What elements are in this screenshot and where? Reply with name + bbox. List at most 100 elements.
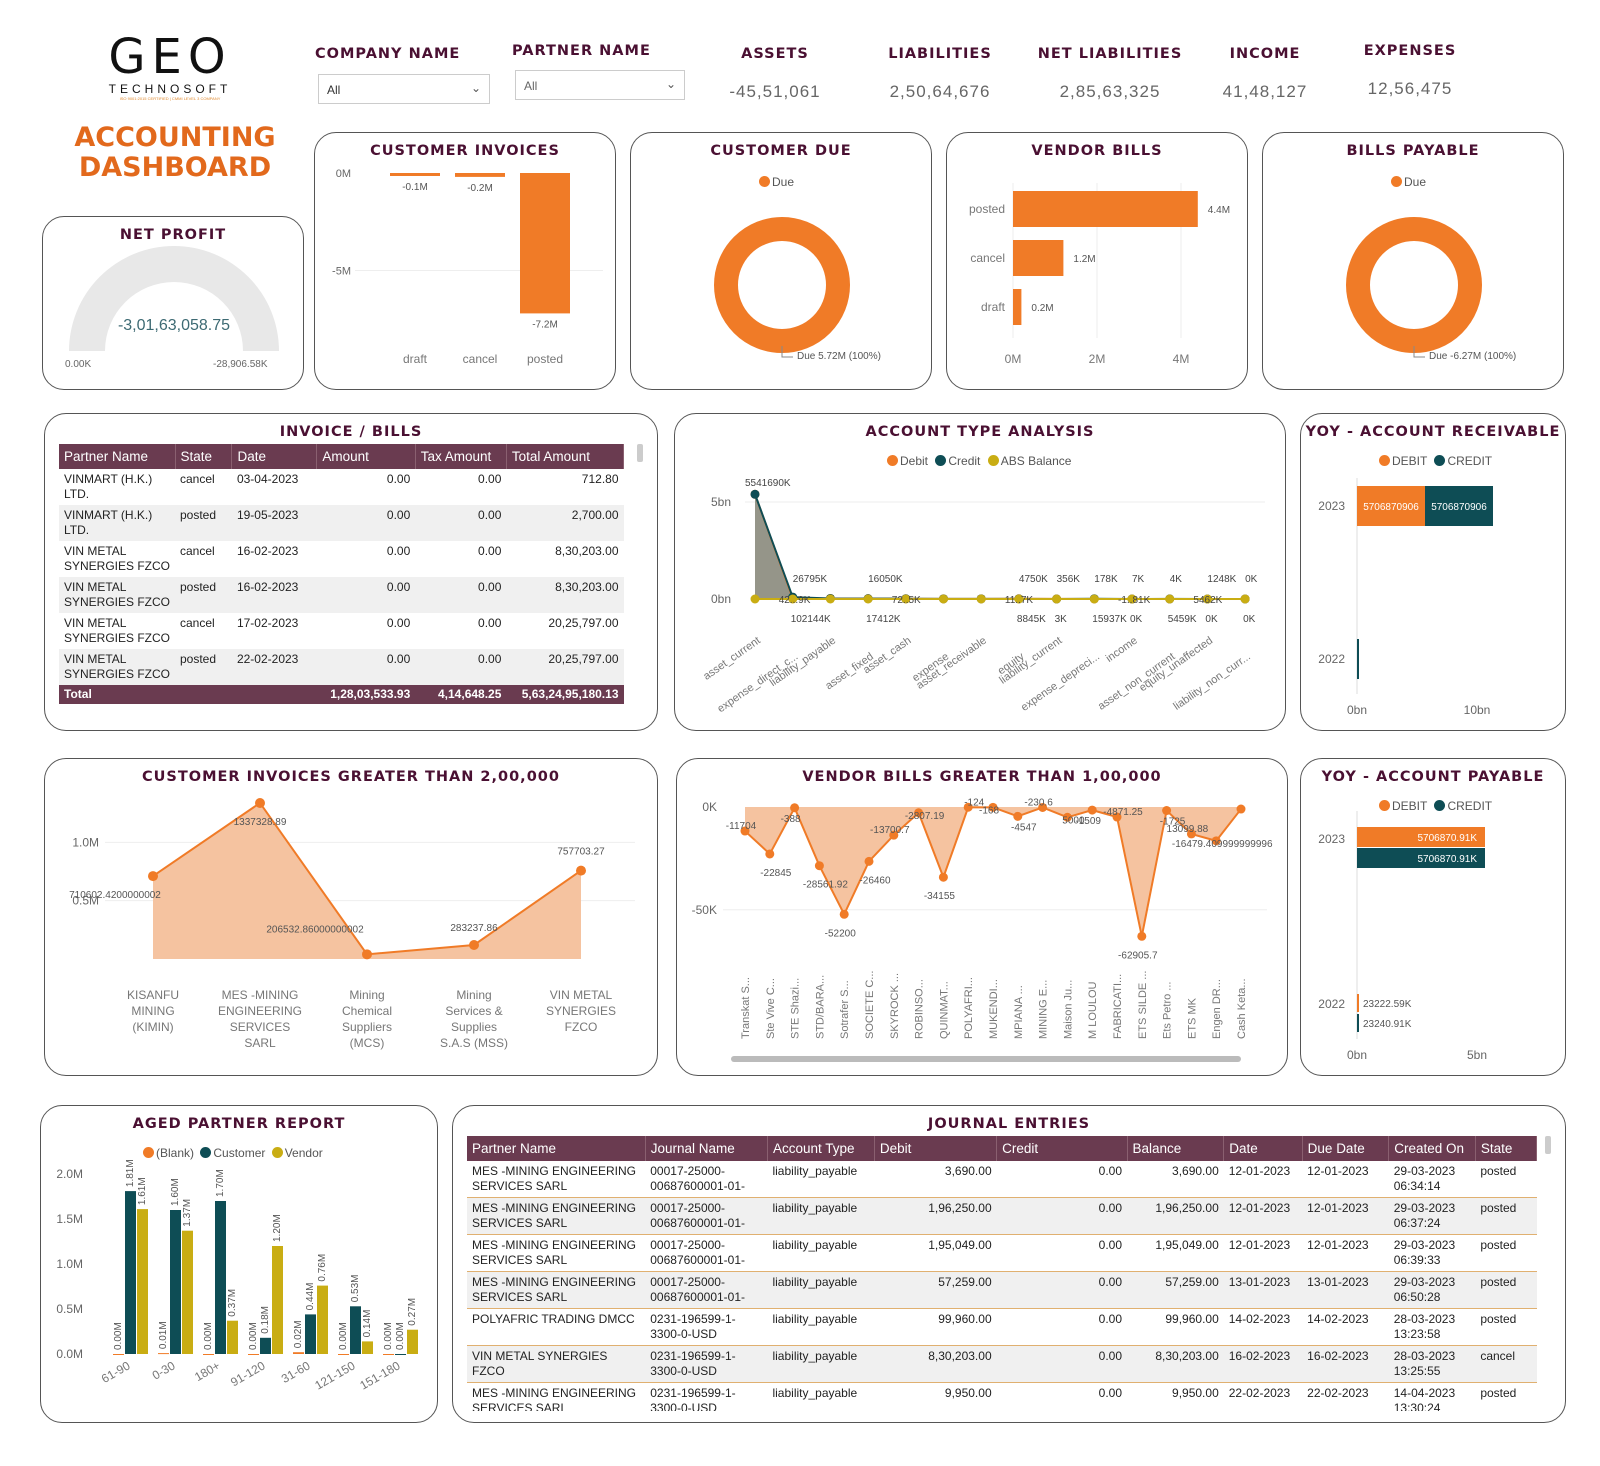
column-header[interactable]: Tax Amount <box>415 444 507 469</box>
column-header[interactable]: Debit <box>874 1136 998 1161</box>
table-header-row: Partner Name Journal Name Account Type Debi… <box>467 1136 1537 1161</box>
y-tick-label: 2023 <box>1318 499 1345 513</box>
x-tick-label: Cash Keta... <box>1236 978 1248 1039</box>
x-tick-label: 121-150 <box>312 1358 357 1392</box>
column-header[interactable]: Partner Name <box>59 444 176 469</box>
scrollbar[interactable] <box>637 444 643 462</box>
data-label: 1.70M <box>215 1169 226 1197</box>
data-label: 23240.91K <box>1363 1019 1412 1030</box>
bar <box>350 1306 361 1354</box>
table-row[interactable]: MES -MINING ENGINEERING SERVICES SARL 000… <box>467 1271 1537 1309</box>
column-header[interactable]: Date <box>1223 1136 1303 1161</box>
data-point <box>938 872 948 882</box>
data-point <box>1112 812 1122 822</box>
table-row[interactable]: VIN METAL SYNERGIES FZCO cancel 17-02-2023… <box>59 613 624 649</box>
table-cell: liability_payable <box>772 1386 858 1400</box>
legend-dot <box>271 1147 283 1158</box>
legend-label: DEBIT <box>1392 799 1428 813</box>
x-tick-label: MES -MINING <box>222 988 299 1002</box>
table-cell: 1,96,250.00 <box>1127 1197 1224 1235</box>
data-label: -4547 <box>1011 822 1037 833</box>
column-header[interactable]: Partner Name <box>467 1136 646 1161</box>
customer-due-card: CUSTOMER DUE Due Due 5.72M (100%) <box>630 132 932 390</box>
legend-dot <box>935 455 947 466</box>
bar <box>158 1353 169 1355</box>
data-label: 283237.86 <box>450 923 498 934</box>
table-row[interactable]: MES -MINING ENGINEERING SERVICES SARL 000… <box>467 1197 1537 1235</box>
x-tick-label: FABRICATI... <box>1112 974 1124 1039</box>
x-tick-label: KISANFU <box>127 988 179 1002</box>
horizontal-scrollbar[interactable] <box>731 1056 1241 1062</box>
y-tick-label: -5M <box>332 266 351 278</box>
table-row[interactable]: VIN METAL SYNERGIES FZCO posted 22-02-2023… <box>59 649 624 685</box>
table-row[interactable]: VINMART (H.K.) LTD. posted 19-05-2023 0.00 0… <box>59 505 624 541</box>
bar <box>215 1201 226 1354</box>
x-tick-label: (MCS) <box>350 1036 385 1050</box>
partner-filter-dropdown[interactable]: All ⌄ <box>515 70 685 100</box>
x-tick-label: POLYAFRI... <box>963 977 975 1039</box>
column-header[interactable]: Credit <box>996 1136 1128 1161</box>
table-cell: VINMART (H.K.) LTD. <box>59 505 175 541</box>
company-filter-dropdown[interactable]: All ⌄ <box>318 74 490 104</box>
kpi-label: INCOME <box>1229 46 1301 62</box>
data-label: -2807.19 <box>905 811 945 822</box>
data-point <box>788 594 798 604</box>
bar <box>395 1354 406 1355</box>
data-label: 72..5K <box>892 595 921 606</box>
table-row[interactable]: MES -MINING ENGINEERING SERVICES SARL 000… <box>467 1235 1537 1272</box>
table-row[interactable]: MES -MINING ENGINEERING SERVICES SARL 023… <box>467 1383 1537 1411</box>
table-row[interactable]: POLYAFRIC TRADING DMCC 0231-196599-1-3300… <box>467 1309 1537 1346</box>
x-tick-label: MUKENDI... <box>988 979 1000 1039</box>
customer-due-donut <box>714 217 850 358</box>
bar <box>272 1246 283 1354</box>
table-cell: posted <box>1475 1271 1537 1309</box>
data-label: 1.81M <box>125 1159 136 1187</box>
table-row[interactable]: MES -MINING ENGINEERING SERVICES SARL 000… <box>467 1161 1537 1198</box>
data-point <box>825 594 835 604</box>
bar <box>455 173 505 177</box>
table-cell: 3,690.00 <box>944 1164 992 1178</box>
column-header[interactable]: State <box>1475 1136 1537 1161</box>
column-header[interactable]: Due Date <box>1302 1136 1390 1161</box>
table-cell: posted <box>175 505 232 541</box>
column-header[interactable]: State <box>175 444 233 469</box>
x-tick-label: draft <box>403 352 428 366</box>
partner-filter-value: All <box>524 79 538 93</box>
bar <box>390 173 440 176</box>
table-row[interactable]: VIN METAL SYNERGIES FZCO 0231-196599-1-33… <box>467 1345 1537 1383</box>
scrollbar[interactable] <box>1545 1136 1551 1154</box>
table-cell: cancel <box>180 616 215 630</box>
table-cell: 12-01-2023 <box>1228 1238 1291 1252</box>
kpi-value: 2,50,64,676 <box>889 82 991 101</box>
bar <box>1013 289 1022 325</box>
table-row[interactable]: VIN METAL SYNERGIES FZCO cancel 16-02-2023… <box>59 541 624 577</box>
data-point <box>740 826 750 836</box>
column-header[interactable]: Total Amount <box>506 444 625 469</box>
column-header[interactable]: Journal Name <box>645 1136 768 1161</box>
data-point <box>939 594 948 604</box>
table-cell: 19-05-2023 <box>231 505 317 541</box>
data-point <box>914 808 924 818</box>
column-header[interactable]: Account Type <box>767 1136 875 1161</box>
column-header[interactable]: Created On <box>1388 1136 1476 1161</box>
data-label: -124 <box>964 797 984 808</box>
column-header[interactable]: Amount <box>316 444 416 469</box>
table-row[interactable]: VINMART (H.K.) LTD. cancel 03-04-2023 0.00 0… <box>59 469 624 505</box>
column-header[interactable]: Balance <box>1127 1136 1225 1161</box>
data-point <box>1211 836 1221 846</box>
data-point <box>362 949 372 960</box>
table-cell: liability_payable <box>772 1164 858 1178</box>
donut-label: Due 5.72M (100%) <box>797 351 881 362</box>
x-tick-label: asset_current <box>701 635 762 683</box>
table-row[interactable]: VIN METAL SYNERGIES FZCO posted 16-02-2023… <box>59 577 624 613</box>
table-cell: 0.00 <box>996 1271 1127 1309</box>
vendor-gt-card: VENDOR BILLS GREATER THAN 1,00,000 0K -50… <box>676 758 1288 1076</box>
table-cell: 14-02-2023 <box>1228 1312 1291 1326</box>
area-fill <box>755 494 793 599</box>
area-fill <box>745 807 1241 937</box>
data-label: 1.37M <box>182 1199 193 1227</box>
bills-payable-donut <box>1346 217 1482 358</box>
legend-due: Due <box>1391 175 1426 189</box>
data-label: 42...9K <box>779 595 811 606</box>
column-header[interactable]: Date <box>231 444 318 469</box>
